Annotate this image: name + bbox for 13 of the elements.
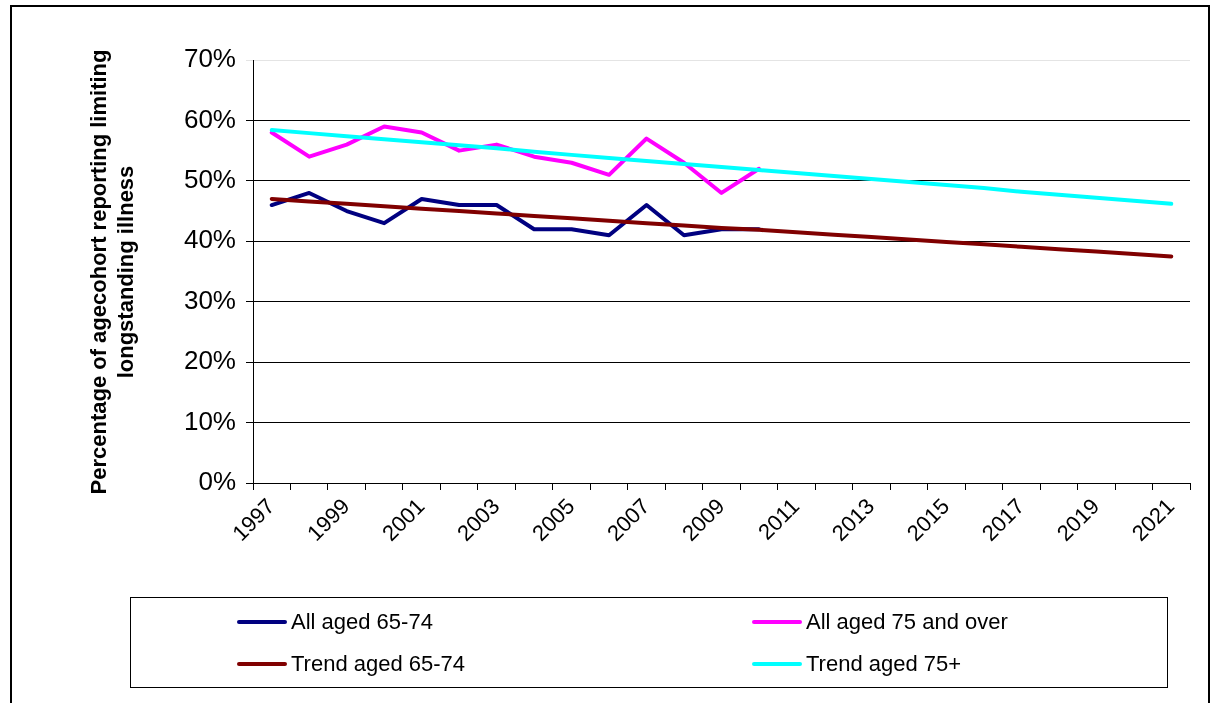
legend-label: All aged 65-74 (291, 608, 433, 635)
y-tick-label: 30% (183, 284, 236, 315)
legend-label: Trend aged 75+ (806, 650, 962, 677)
y-tick-label: 50% (183, 164, 236, 195)
y-tick-label: 20% (183, 345, 236, 376)
y-tick-label: 0% (198, 466, 236, 497)
y-axis-title: Percentage of agecohort reporting limiting longstanding illness (85, 48, 139, 497)
legend-label: Trend aged 65-74 (291, 650, 466, 677)
legend-label: All aged 75 and over (806, 608, 1008, 635)
y-tick-label: 10% (183, 405, 236, 436)
y-tick-label: 60% (183, 103, 236, 134)
y-tick-label: 40% (183, 224, 236, 255)
y-tick-label: 70% (183, 43, 236, 74)
